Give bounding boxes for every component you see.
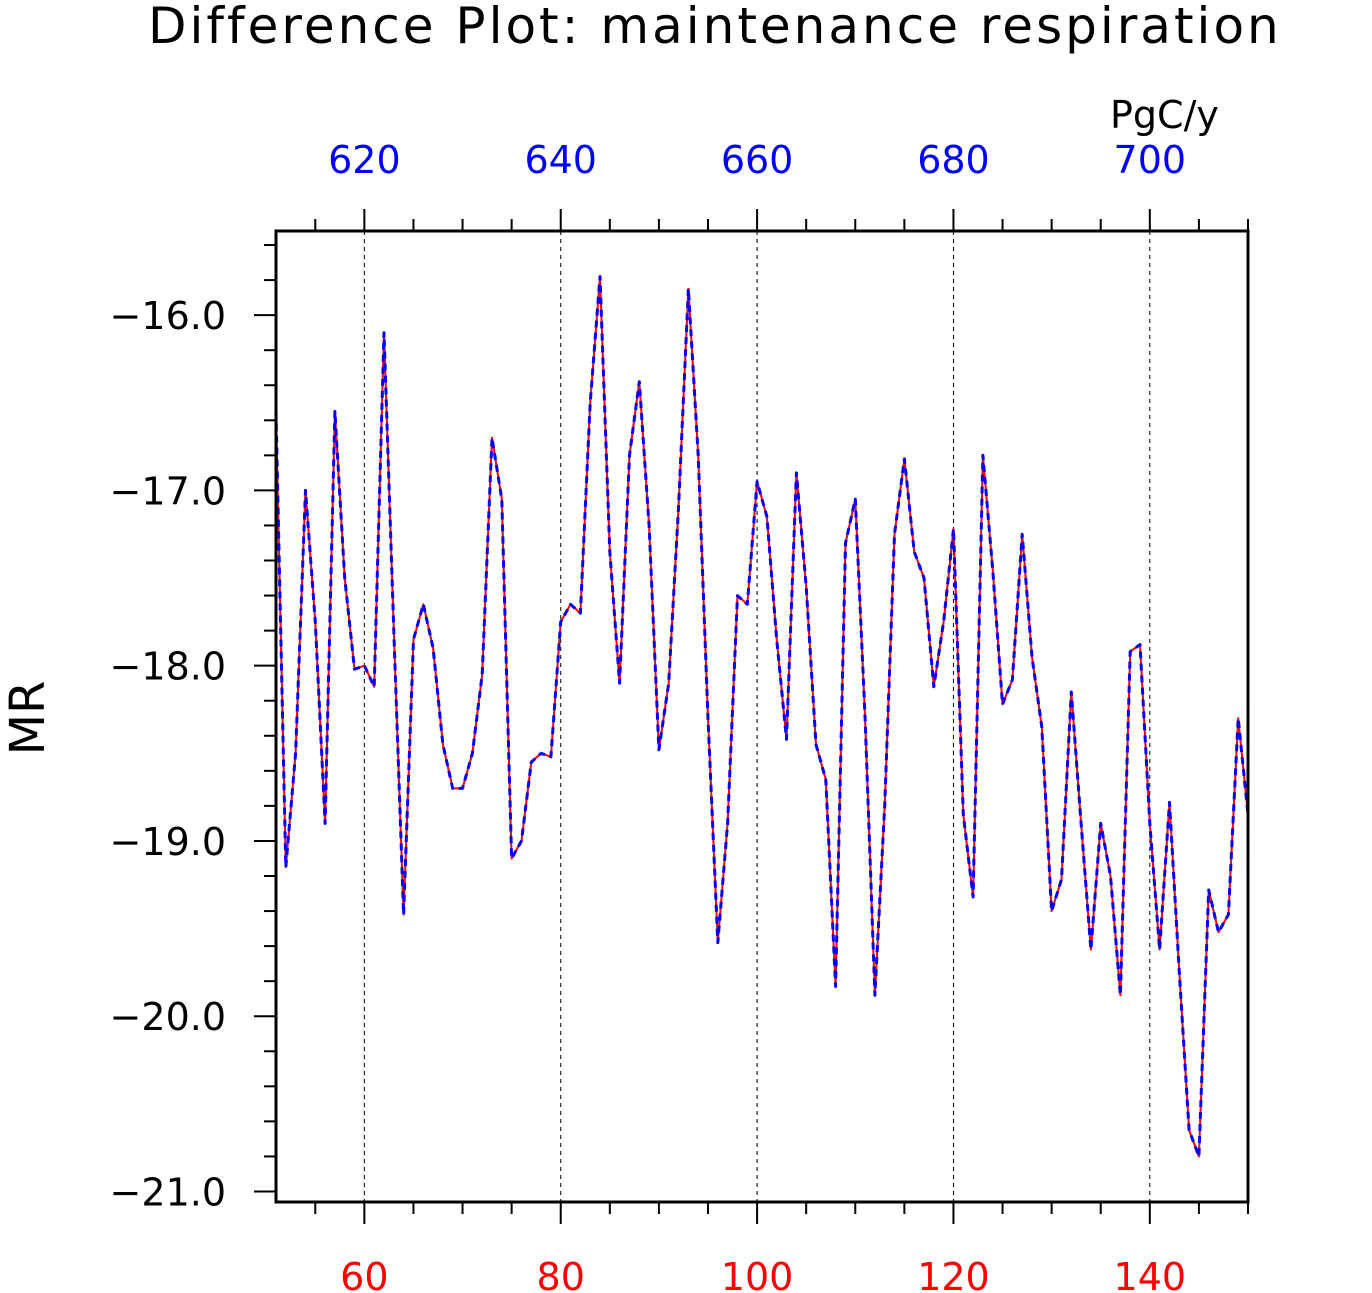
- plot-frame: [274, 229, 1250, 1204]
- y-tick-label: −21.0: [110, 1170, 226, 1214]
- series-line-red: [275, 275, 1249, 1158]
- x-top-tick-label: 660: [721, 138, 794, 182]
- vertical-gridlines: [363, 231, 1151, 1202]
- x-tick-label: 100: [721, 1255, 794, 1293]
- y-tick-label: −19.0: [110, 820, 226, 864]
- x-tick-label: 80: [537, 1255, 585, 1293]
- y-tick-labels: −16.0 −17.0 −18.0 −19.0 −20.0 −21.0: [110, 294, 226, 1214]
- x-tick-label: 60: [340, 1255, 388, 1293]
- x-top-tick-label: 700: [1114, 138, 1187, 182]
- y-tick-label: −18.0: [110, 645, 226, 689]
- x-top-tick-label: 620: [328, 138, 401, 182]
- units-label: PgC/y: [1110, 93, 1219, 137]
- x-tick-label: 140: [1114, 1255, 1187, 1293]
- x-top-tick-label: 640: [524, 138, 597, 182]
- y-axis-label: MR: [0, 681, 56, 756]
- x-top-tick-label: 680: [917, 138, 990, 182]
- y-tick-label: −20.0: [110, 995, 226, 1039]
- x-top-tick-labels: 620 640 660 680 700: [328, 138, 1186, 182]
- x-tick-label: 120: [917, 1255, 990, 1293]
- series-line-blue-dashed: [274, 275, 1250, 1158]
- y-tick-label: −17.0: [110, 469, 226, 513]
- y-tick-label: −16.0: [110, 294, 226, 338]
- chart-title: Difference Plot: maintenance respiration: [148, 0, 1282, 55]
- x-bottom-tick-labels: 60 80 100 120 140: [340, 1255, 1186, 1293]
- axis-ticks: [254, 209, 1249, 1224]
- data-series: [274, 275, 1250, 1158]
